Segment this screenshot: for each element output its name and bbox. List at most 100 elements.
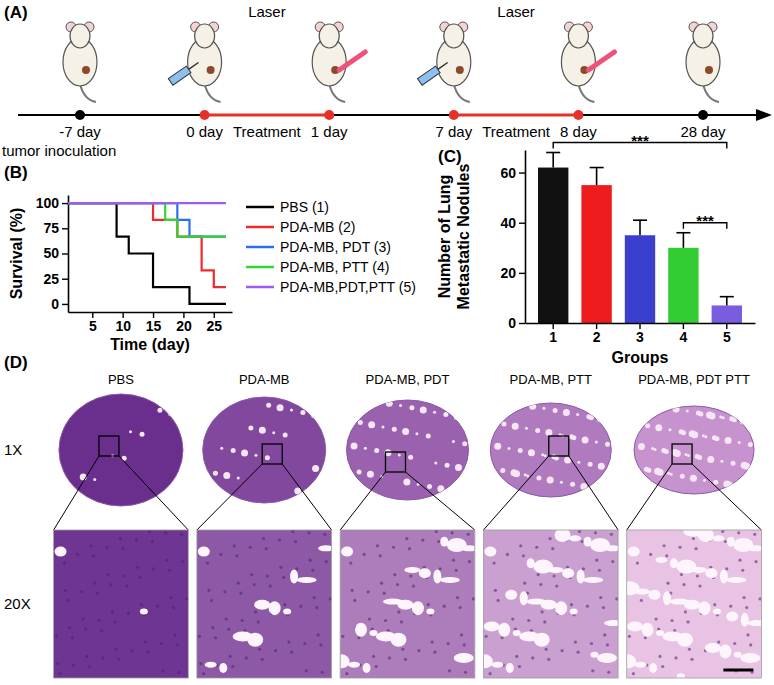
nucleus: [577, 651, 580, 654]
alveolus: [402, 428, 409, 435]
alveolus: [367, 471, 374, 478]
nucleus: [254, 610, 257, 613]
nucleus: [582, 567, 585, 570]
nucleus: [119, 537, 122, 540]
legend-swatch: [246, 206, 274, 209]
alveolus: [663, 591, 671, 605]
nucleus: [451, 531, 454, 534]
nucleus: [662, 544, 665, 547]
nucleus: [412, 584, 415, 587]
alveolus: [705, 568, 717, 578]
nucleus: [460, 633, 463, 636]
y-axis-title-line: Number of Lung: [436, 175, 453, 299]
nucleus: [56, 662, 59, 665]
lung-section: [347, 400, 469, 500]
zoom-connector: [340, 472, 385, 530]
tick-mark: [62, 279, 68, 280]
nucleus: [266, 574, 269, 577]
alveolus: [545, 429, 552, 436]
nucleus: [151, 540, 154, 543]
nucleus: [749, 643, 752, 646]
nucleus: [607, 671, 610, 674]
nucleus: [640, 599, 643, 602]
alveolus: [708, 412, 715, 419]
nucleus: [742, 596, 745, 599]
error-bar-cap: [633, 219, 647, 221]
legend-label: PDA-MB, PDT (3): [280, 239, 391, 255]
mouse-head: [319, 24, 339, 48]
nucleus: [305, 669, 308, 672]
alveolus: [555, 530, 571, 542]
tick: 3: [636, 323, 644, 345]
nucleus: [311, 569, 314, 572]
alveolus: [340, 654, 349, 668]
nucleus: [595, 559, 598, 562]
alveolus: [140, 432, 145, 437]
nucleus: [169, 596, 172, 599]
nucleus: [303, 642, 306, 645]
tick-label: 5: [89, 318, 97, 334]
nucleus: [698, 584, 701, 587]
alveolus: [318, 493, 323, 498]
nucleus: [586, 605, 589, 608]
nucleus: [229, 655, 232, 658]
zoom-background: [483, 530, 618, 678]
tick-mark: [62, 253, 68, 254]
alveolus: [656, 630, 664, 636]
nucleus: [388, 656, 391, 659]
alveolus: [714, 436, 719, 441]
syringe-barrel: [168, 66, 191, 85]
alveolus: [591, 652, 599, 658]
alveolus: [731, 461, 736, 466]
nucleus: [384, 619, 387, 622]
zoom-connector: [569, 456, 618, 530]
nucleus: [459, 606, 462, 609]
alveolus: [348, 662, 360, 668]
nucleus: [581, 540, 584, 543]
mouse-icon: [63, 22, 97, 102]
zoom-image: [197, 530, 332, 678]
alveolus: [604, 620, 618, 626]
mouse-icon: [312, 22, 365, 102]
alveolus: [533, 560, 553, 574]
nucleus: [447, 642, 450, 645]
bar: [668, 248, 698, 323]
alveolus: [505, 590, 517, 600]
alveolus: [507, 447, 510, 450]
nucleus: [539, 583, 542, 586]
error-bar-stem: [639, 220, 641, 235]
tick: 15: [146, 312, 162, 334]
nucleus: [463, 643, 466, 646]
alveolus: [597, 653, 617, 663]
panel-label: (A): [4, 3, 28, 22]
nucleus: [160, 642, 163, 645]
tick: 20: [176, 312, 192, 334]
alveolus: [484, 621, 500, 631]
alveolus: [719, 644, 731, 658]
nucleus: [379, 554, 382, 557]
tick-mark: [519, 273, 525, 274]
nucleus: [615, 597, 618, 600]
nucleus: [666, 582, 669, 585]
event-label: 1 day: [311, 123, 348, 140]
nucleus: [421, 538, 424, 541]
nucleus: [214, 636, 217, 639]
lung-texture: [202, 403, 323, 502]
nucleus: [168, 569, 171, 572]
tick-mark: [519, 172, 525, 173]
panel-a: TreatmentLaserTreatmentLaser-7 day0 day1…: [2, 3, 772, 159]
alveolus: [627, 581, 640, 595]
phase-label: Treatment: [482, 123, 551, 140]
nucleus: [738, 559, 741, 562]
tick: 25: [43, 271, 68, 287]
alveolus: [383, 599, 403, 605]
error-bar-cap: [676, 232, 690, 234]
tick: 2: [593, 323, 601, 345]
nucleus: [527, 619, 530, 622]
bar: [538, 168, 568, 323]
survival-line: [68, 203, 226, 287]
alveolus: [519, 402, 524, 407]
nucleus: [294, 540, 297, 543]
alveolus: [673, 405, 680, 412]
timeline-axis: [18, 114, 758, 116]
